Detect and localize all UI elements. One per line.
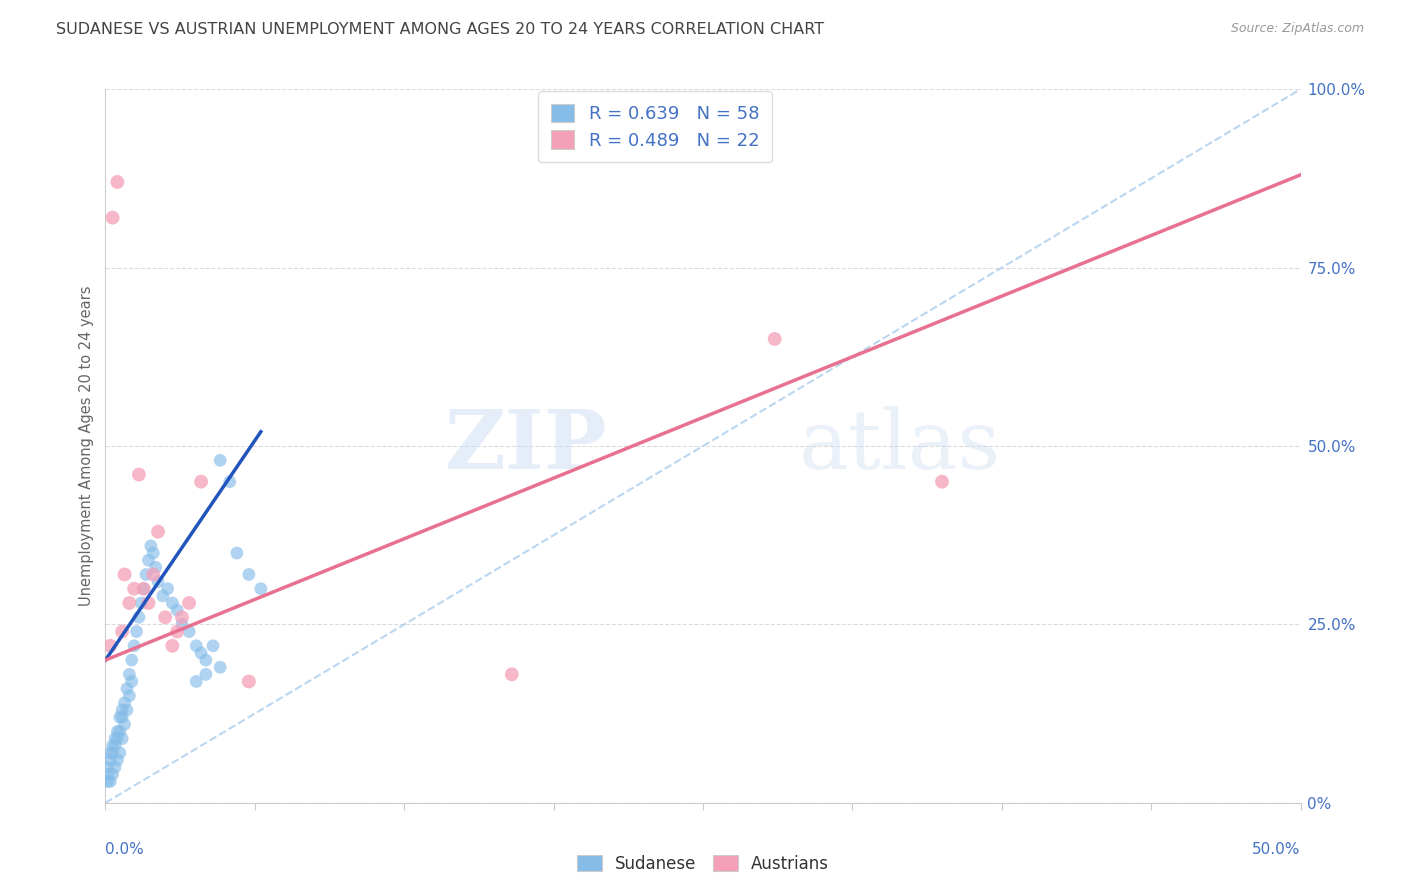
Point — [190, 475, 212, 489]
Point — [218, 475, 240, 489]
Text: 50.0%: 50.0% — [1253, 842, 1301, 856]
Point — [98, 753, 121, 767]
Point — [238, 674, 260, 689]
Point — [115, 703, 138, 717]
Point — [118, 596, 141, 610]
Point — [186, 674, 208, 689]
Y-axis label: Unemployment Among Ages 20 to 24 years: Unemployment Among Ages 20 to 24 years — [79, 285, 94, 607]
Point — [122, 639, 145, 653]
Point — [104, 739, 127, 753]
Point — [111, 731, 134, 746]
Point — [250, 582, 273, 596]
Point — [209, 453, 232, 467]
Point — [122, 582, 145, 596]
Point — [139, 539, 162, 553]
Point — [153, 610, 177, 624]
Point — [101, 211, 124, 225]
Point — [107, 753, 129, 767]
Point — [108, 746, 131, 760]
Point — [97, 767, 120, 781]
Point — [138, 596, 160, 610]
Point — [104, 760, 127, 774]
Point — [209, 660, 232, 674]
Point — [107, 724, 129, 739]
Text: Source: ZipAtlas.com: Source: ZipAtlas.com — [1230, 22, 1364, 36]
Point — [97, 774, 120, 789]
Point — [114, 696, 136, 710]
Point — [194, 667, 217, 681]
Point — [166, 603, 188, 617]
Point — [111, 710, 134, 724]
Point — [114, 567, 136, 582]
Legend: Sudanese, Austrians: Sudanese, Austrians — [569, 848, 837, 880]
Point — [166, 624, 188, 639]
Point — [177, 624, 201, 639]
Point — [152, 589, 174, 603]
Point — [98, 639, 121, 653]
Point — [121, 653, 143, 667]
Point — [111, 624, 134, 639]
Point — [104, 731, 127, 746]
Point — [156, 582, 179, 596]
Point — [118, 667, 141, 681]
Point — [107, 175, 129, 189]
Point — [121, 674, 143, 689]
Point — [190, 646, 212, 660]
Point — [145, 560, 167, 574]
Text: atlas: atlas — [799, 406, 1001, 486]
Point — [162, 639, 184, 653]
Point — [931, 475, 953, 489]
Point — [194, 653, 217, 667]
Point — [115, 681, 138, 696]
Point — [186, 639, 208, 653]
Point — [132, 582, 155, 596]
Text: ZIP: ZIP — [444, 406, 607, 486]
Point — [128, 610, 150, 624]
Point — [108, 724, 131, 739]
Point — [146, 524, 169, 539]
Point — [101, 739, 124, 753]
Point — [202, 639, 225, 653]
Text: 0.0%: 0.0% — [105, 842, 145, 856]
Point — [170, 610, 193, 624]
Point — [111, 703, 134, 717]
Point — [238, 567, 260, 582]
Point — [132, 582, 155, 596]
Point — [142, 546, 165, 560]
Point — [135, 567, 157, 582]
Point — [177, 596, 201, 610]
Point — [501, 667, 523, 681]
Point — [101, 746, 124, 760]
Point — [129, 596, 153, 610]
Point — [98, 746, 121, 760]
Point — [108, 710, 131, 724]
Point — [97, 760, 120, 774]
Point — [138, 553, 160, 567]
Point — [146, 574, 169, 589]
Point — [107, 731, 129, 746]
Legend: R = 0.639   N = 58, R = 0.489   N = 22: R = 0.639 N = 58, R = 0.489 N = 22 — [538, 91, 772, 162]
Point — [98, 774, 121, 789]
Point — [114, 717, 136, 731]
Point — [128, 467, 150, 482]
Point — [118, 689, 141, 703]
Text: SUDANESE VS AUSTRIAN UNEMPLOYMENT AMONG AGES 20 TO 24 YEARS CORRELATION CHART: SUDANESE VS AUSTRIAN UNEMPLOYMENT AMONG … — [56, 22, 824, 37]
Point — [142, 567, 165, 582]
Point — [170, 617, 193, 632]
Point — [101, 767, 124, 781]
Point — [125, 624, 148, 639]
Point — [763, 332, 786, 346]
Point — [225, 546, 249, 560]
Point — [162, 596, 184, 610]
